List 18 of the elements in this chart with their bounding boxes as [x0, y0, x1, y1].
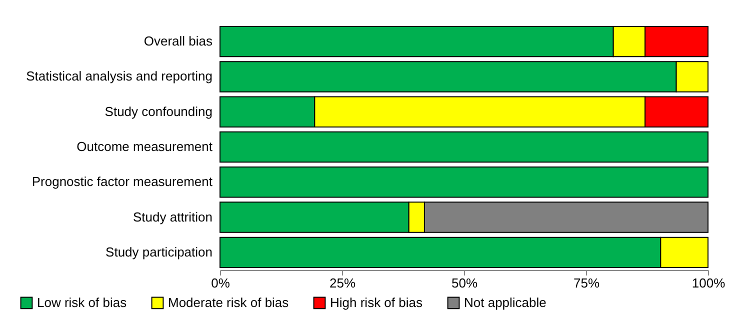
y-tick-label: Overall bias: [144, 34, 213, 49]
y-tick-label: Outcome measurement: [76, 139, 213, 154]
x-tick-label: 25%: [329, 276, 356, 290]
legend-label: Low risk of bias: [37, 294, 128, 310]
bar: [220, 166, 708, 198]
legend-label: Not applicable: [464, 294, 546, 310]
legend-label: High risk of bias: [330, 294, 423, 310]
legend-label: Moderate risk of bias: [168, 294, 290, 310]
x-tick-label: 50%: [451, 276, 478, 290]
y-tick-label: Prognostic factor measurement: [32, 174, 213, 190]
y-tick-label: Study participation: [106, 244, 212, 260]
x-tick-label: 100%: [692, 276, 726, 290]
y-tick-label: Statistical analysis and reporting: [26, 68, 212, 84]
bar: [220, 131, 708, 163]
x-tick-label: 75%: [573, 276, 600, 290]
x-tick-label: 0%: [211, 276, 230, 290]
y-tick-label: Study attrition: [133, 209, 212, 224]
y-tick-label: Study confounding: [104, 104, 212, 119]
